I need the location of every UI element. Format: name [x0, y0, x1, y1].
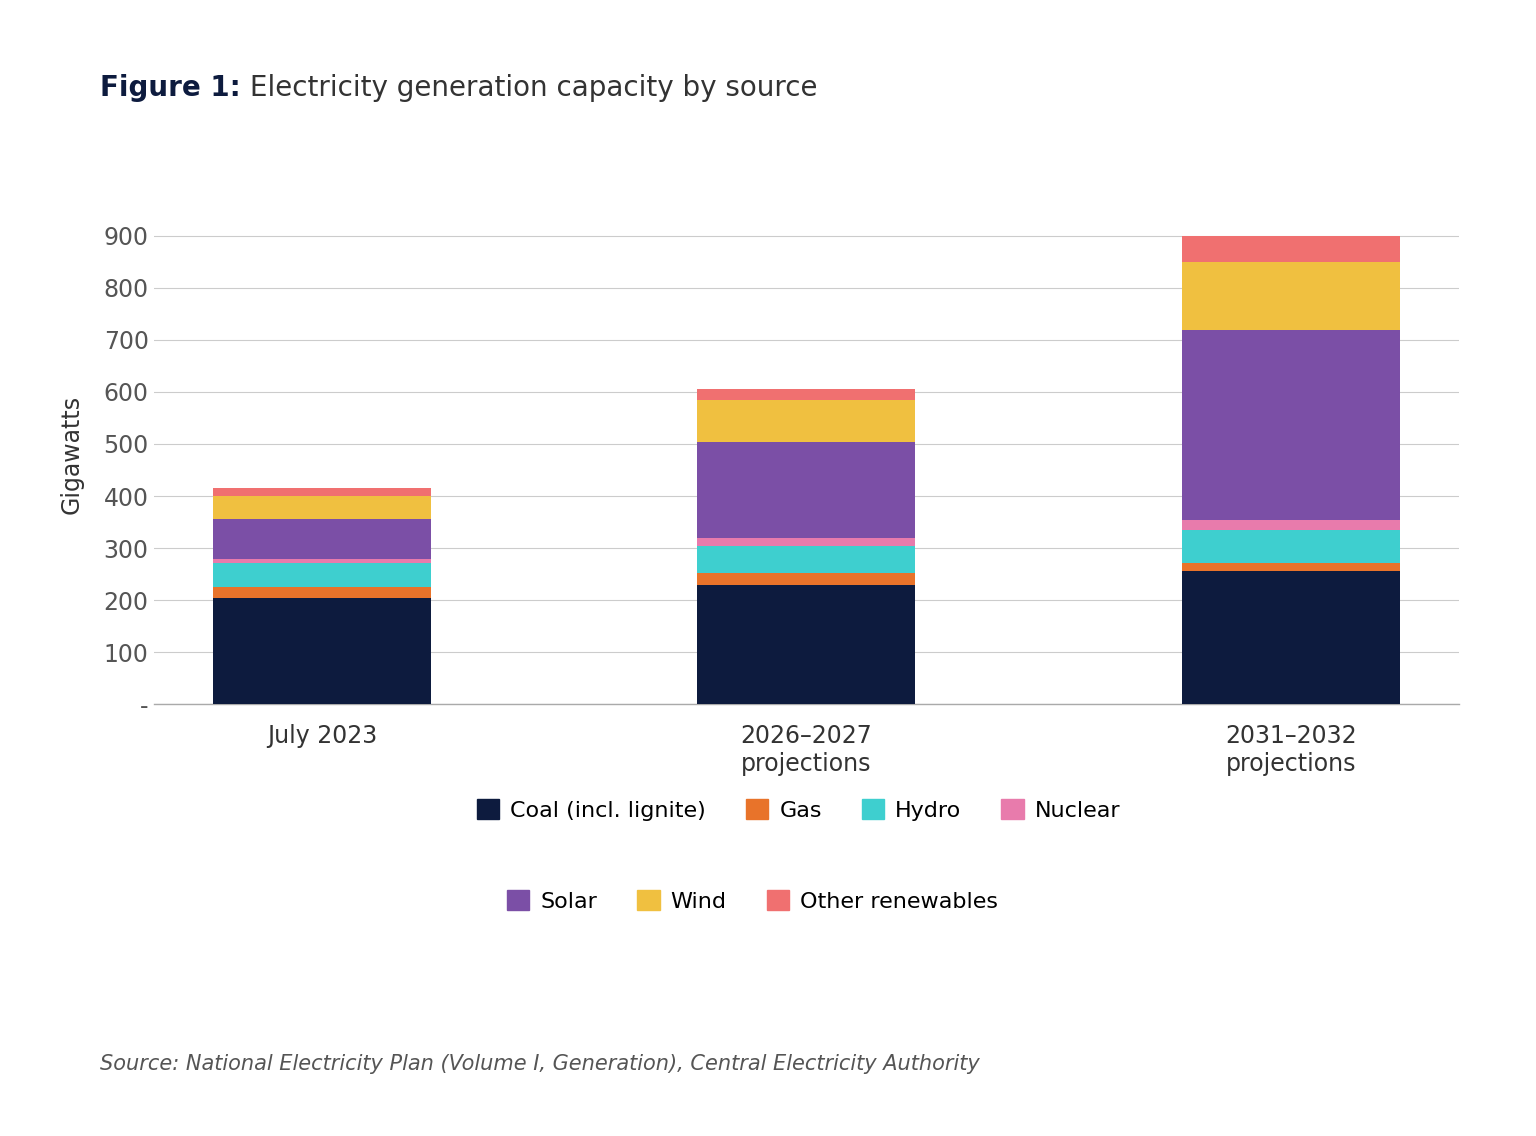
Bar — [697, 400, 915, 442]
Bar — [697, 574, 915, 585]
Bar — [1181, 570, 1399, 704]
Text: Figure 1:: Figure 1: — [100, 74, 241, 102]
Bar — [214, 488, 432, 496]
Bar — [697, 538, 915, 546]
Bar — [1181, 236, 1399, 262]
Text: Source: National Electricity Plan (Volume I, Generation), Central Electricity Au: Source: National Electricity Plan (Volum… — [100, 1053, 980, 1074]
Text: Electricity generation capacity by source: Electricity generation capacity by sourc… — [241, 74, 817, 102]
Legend: Solar, Wind, Other renewables: Solar, Wind, Other renewables — [498, 882, 1008, 920]
Bar — [214, 519, 432, 559]
Bar — [1181, 562, 1399, 570]
Bar — [697, 546, 915, 573]
Bar — [697, 442, 915, 538]
Bar — [1181, 262, 1399, 329]
Bar — [214, 587, 432, 598]
Bar — [1181, 329, 1399, 520]
Legend: Coal (incl. lignite), Gas, Hydro, Nuclear: Coal (incl. lignite), Gas, Hydro, Nuclea… — [468, 791, 1129, 829]
Bar — [214, 496, 432, 519]
Bar — [1181, 520, 1399, 531]
Bar — [214, 598, 432, 704]
Bar — [214, 562, 432, 587]
Bar — [697, 390, 915, 400]
Bar — [697, 585, 915, 704]
Y-axis label: Gigawatts: Gigawatts — [60, 395, 84, 513]
Bar — [1181, 531, 1399, 562]
Bar — [214, 559, 432, 562]
